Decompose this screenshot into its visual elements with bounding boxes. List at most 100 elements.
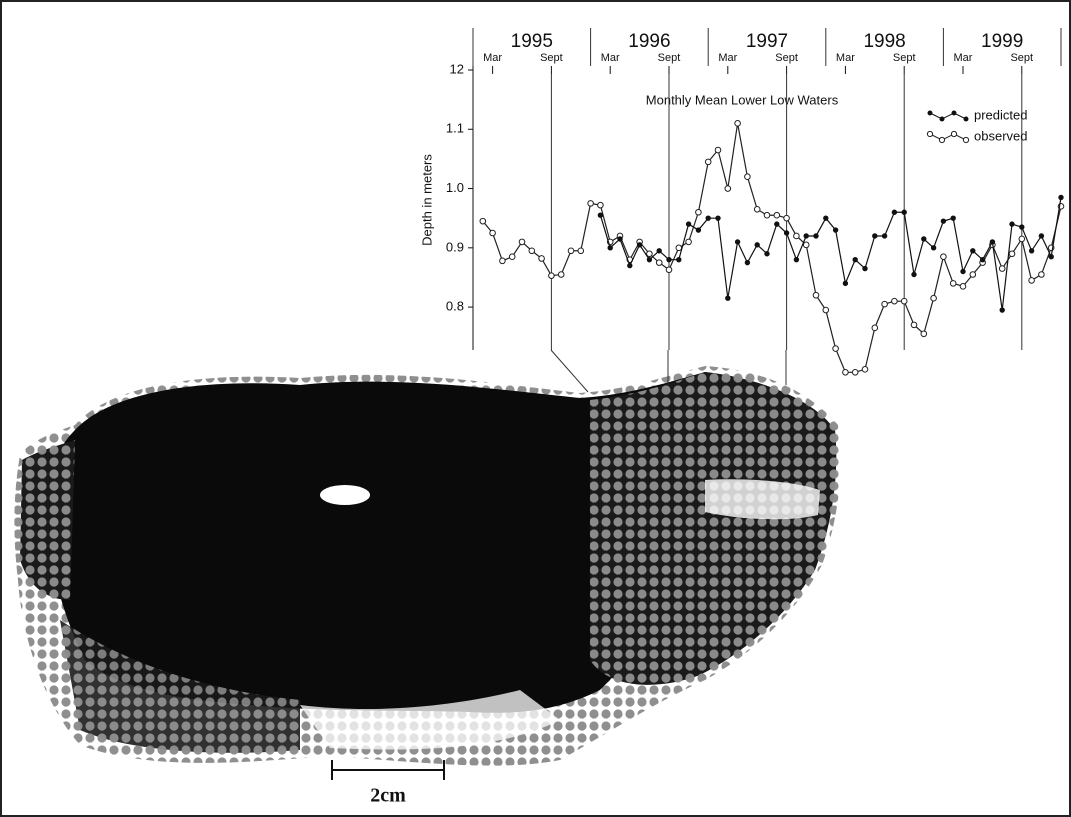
data-point — [921, 236, 927, 242]
data-point — [861, 366, 869, 373]
data-point — [959, 283, 967, 290]
data-point — [1018, 235, 1026, 243]
y-tick-label: 1.1 — [446, 121, 464, 136]
year-label: 1997 — [746, 31, 788, 52]
data-point — [881, 233, 888, 239]
data-point — [489, 229, 496, 237]
data-point — [842, 280, 849, 287]
data-point — [949, 280, 957, 287]
data-point — [597, 201, 604, 209]
data-point — [714, 146, 722, 154]
data-point — [725, 295, 731, 301]
data-point — [705, 215, 711, 221]
data-point — [783, 230, 790, 236]
data-point — [1028, 248, 1035, 254]
legend-label: predicted — [974, 107, 1027, 122]
data-point — [803, 233, 809, 239]
data-point — [1038, 233, 1045, 239]
scale-bar — [331, 760, 445, 780]
data-point — [685, 221, 692, 227]
data-point — [911, 271, 917, 278]
data-point — [783, 214, 790, 222]
legend-marker — [926, 130, 934, 138]
data-point — [567, 247, 575, 255]
data-point — [891, 209, 898, 215]
data-point — [724, 185, 732, 192]
data-point — [685, 238, 692, 246]
data-point — [508, 253, 516, 261]
data-point — [656, 248, 662, 254]
data-point — [1019, 224, 1025, 230]
data-point — [774, 221, 780, 227]
data-point — [597, 212, 604, 218]
data-point — [646, 256, 653, 263]
specimen-image — [14, 366, 841, 766]
data-point — [754, 242, 760, 248]
data-point — [704, 158, 712, 166]
x-tick-label: Sept — [893, 52, 916, 64]
data-point — [763, 211, 771, 219]
annotation: Monthly Mean Lower Low Waters — [646, 92, 839, 107]
scale-bar-label: 2cm — [370, 785, 406, 807]
x-tick-label: Mar — [954, 52, 973, 64]
data-point — [1009, 221, 1015, 227]
data-point — [753, 205, 761, 213]
data-point — [940, 218, 947, 224]
data-point — [1028, 277, 1035, 284]
x-tick-label: Mar — [601, 52, 620, 64]
y-tick-label: 12 — [450, 61, 464, 76]
legend-label: observed — [974, 128, 1027, 143]
data-point — [773, 211, 781, 219]
data-point — [744, 259, 751, 266]
data-point — [999, 307, 1005, 313]
x-tick-label: Mar — [718, 52, 737, 64]
data-point — [518, 238, 526, 246]
legend-marker — [939, 116, 945, 122]
data-point — [823, 215, 829, 221]
data-point — [1038, 271, 1045, 278]
data-point — [734, 239, 741, 245]
data-point — [832, 345, 839, 352]
data-point — [655, 259, 663, 266]
data-point — [842, 368, 849, 376]
data-point — [891, 297, 898, 305]
data-point — [695, 227, 702, 233]
data-point — [862, 265, 868, 272]
data-point — [646, 250, 653, 258]
legend-marker — [950, 130, 958, 138]
data-point — [715, 215, 721, 221]
data-point — [989, 239, 996, 245]
data-point — [1048, 254, 1054, 260]
data-point — [744, 173, 751, 180]
legend-marker — [962, 136, 970, 144]
data-point — [479, 217, 487, 225]
data-point — [734, 120, 741, 127]
data-point — [793, 256, 800, 263]
data-point — [872, 233, 878, 239]
data-point — [665, 266, 673, 274]
data-point — [871, 324, 879, 332]
data-point — [881, 300, 888, 308]
data-point — [822, 306, 830, 314]
data-point — [548, 272, 555, 279]
data-point — [627, 262, 633, 269]
data-point — [675, 244, 683, 252]
data-point — [499, 257, 506, 265]
data-point — [587, 200, 594, 207]
y-axis-label: Depth in meters — [419, 154, 434, 246]
data-point — [666, 256, 672, 263]
data-point — [528, 247, 536, 255]
data-point — [832, 227, 839, 233]
data-point — [960, 268, 966, 275]
data-point — [812, 291, 820, 299]
data-point — [802, 241, 810, 249]
y-tick-label: 0.8 — [446, 299, 464, 314]
x-tick-label: Sept — [658, 52, 681, 64]
y-tick-label: 0.9 — [446, 239, 464, 254]
data-point — [950, 215, 956, 221]
data-point — [607, 245, 613, 251]
x-tick-label: Mar — [483, 52, 502, 64]
connectors — [550, 349, 787, 393]
data-point — [695, 208, 702, 216]
